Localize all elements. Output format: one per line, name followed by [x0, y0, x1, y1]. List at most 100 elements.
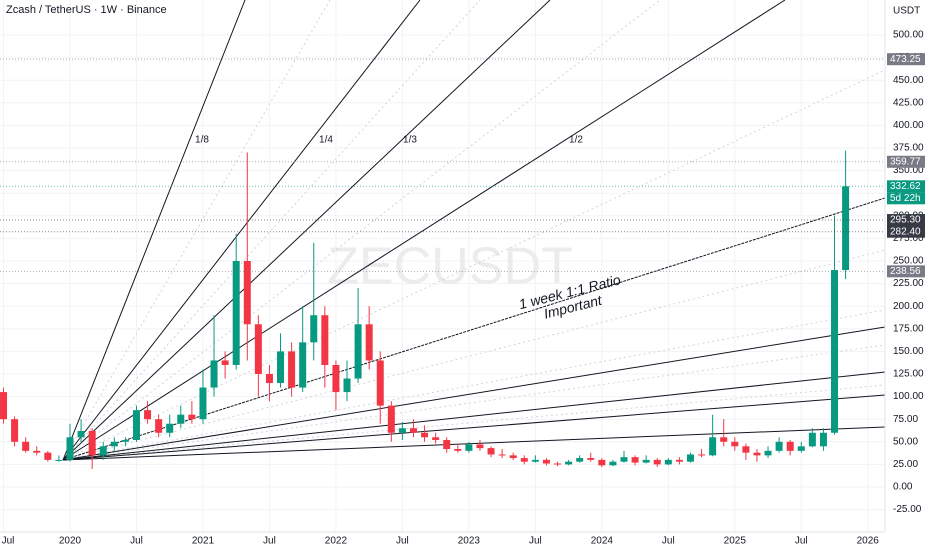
fan-major: [62, 0, 886, 461]
chart-title: Zcash / TetherUS · 1W · Binance: [6, 4, 167, 16]
fan-line: [62, 0, 421, 461]
x-tick-label: 2024: [591, 536, 614, 547]
fan-line: [62, 371, 886, 461]
y-tick-label: 100.00: [893, 391, 924, 402]
x-tick-label: Jul: [263, 536, 276, 547]
annotation: 1/2: [569, 135, 583, 146]
candle-body: [354, 324, 362, 379]
y-tick-label: 350.00: [893, 165, 924, 176]
x-tick-label: 2021: [192, 536, 215, 547]
candle-body: [465, 444, 473, 451]
candle-body: [99, 446, 107, 456]
candle-body: [88, 430, 96, 456]
candle-body: [44, 452, 52, 460]
watermark: ZECUSDT: [327, 238, 573, 296]
x-tick-label: Jul: [662, 536, 675, 547]
candle-body: [277, 351, 285, 384]
candle-body: [33, 450, 41, 453]
candle-body: [210, 360, 218, 388]
candle-body: [731, 441, 739, 447]
candle-body: [831, 270, 839, 433]
price-tag-label: 332.62: [890, 181, 921, 192]
y-tick-label: 75.00: [893, 414, 918, 425]
candle-body: [221, 360, 229, 365]
y-tick-label: -25.00: [893, 504, 922, 515]
candle-body: [686, 454, 694, 462]
price-tag: [887, 180, 925, 193]
candle-body: [332, 364, 340, 393]
candle-body: [742, 446, 750, 453]
price-tag: [887, 155, 925, 168]
y-tick-label: 500.00: [893, 30, 924, 41]
candle-body: [720, 437, 728, 442]
y-tick-label: 450.00: [893, 75, 924, 86]
price-tag-label: 359.77: [890, 156, 921, 167]
y-tick-label: 200.00: [893, 301, 924, 312]
candle-body: [797, 446, 805, 451]
candle-body: [542, 459, 550, 464]
candle-body: [808, 432, 816, 447]
currency: USDT: [893, 6, 920, 17]
candle-body: [432, 437, 440, 440]
fan-line: [62, 0, 481, 461]
price-tag: [887, 265, 925, 278]
fan-line: [62, 309, 886, 461]
candle-body: [199, 387, 207, 420]
fan-line: [62, 426, 886, 461]
candle-body: [11, 419, 19, 442]
fan-lines: [62, 0, 886, 461]
price-tag: [887, 214, 925, 227]
candle-body: [66, 437, 74, 460]
candle-body: [819, 432, 827, 447]
candle-body: [365, 324, 373, 361]
y-tick-label: 50.00: [893, 436, 918, 447]
candle-body: [509, 455, 517, 459]
candle-body: [587, 458, 595, 460]
candle-body: [254, 324, 262, 374]
candle-body: [487, 448, 495, 455]
candle-body: [177, 414, 185, 424]
candle-body: [387, 405, 395, 433]
countdown: 5d 22h: [890, 193, 921, 204]
y-tick-label: 150.00: [893, 346, 924, 357]
candle-body: [775, 441, 783, 451]
candle-body: [310, 315, 318, 343]
y-tick-label: 375.00: [893, 143, 924, 154]
x-tick-label: Jul: [529, 536, 542, 547]
y-tick-label: 0.00: [893, 482, 913, 493]
candle-body: [55, 459, 63, 461]
annotation: 1/8: [195, 135, 209, 146]
candle-body: [166, 423, 174, 433]
candle-body: [476, 444, 484, 449]
candle-body: [698, 454, 706, 456]
price-tag-label: 473.25: [890, 54, 921, 65]
candle-body: [664, 459, 672, 465]
candle-body: [232, 260, 240, 365]
candle-body: [498, 454, 506, 456]
candle-body: [265, 373, 273, 384]
price-tag: [887, 53, 925, 66]
candle-body: [132, 410, 140, 440]
y-tick-label: 275.00: [893, 233, 924, 244]
x-tick-label: 2022: [325, 536, 348, 547]
candle-body: [554, 463, 562, 465]
candle-body: [620, 457, 628, 462]
x-tick-label: 2020: [59, 536, 82, 547]
x-tick-label: Jul: [795, 536, 808, 547]
candle-body: [631, 457, 639, 463]
candle-body: [531, 459, 539, 462]
y-tick-label: 225.00: [893, 278, 924, 289]
price-tag-label: 282.40: [890, 226, 921, 237]
y-tick-label: 400.00: [893, 120, 924, 131]
fan-line: [62, 326, 886, 461]
countdown-box: [887, 192, 925, 205]
candle-body: [642, 459, 650, 463]
price-tag-label: 238.56: [890, 266, 921, 277]
candle-body: [299, 342, 307, 388]
candle-body: [121, 439, 129, 442]
candle-body: [786, 441, 794, 451]
candle-body: [454, 449, 462, 451]
candle-body: [343, 378, 351, 393]
candle-body: [709, 437, 717, 456]
fan-line: [62, 0, 551, 461]
